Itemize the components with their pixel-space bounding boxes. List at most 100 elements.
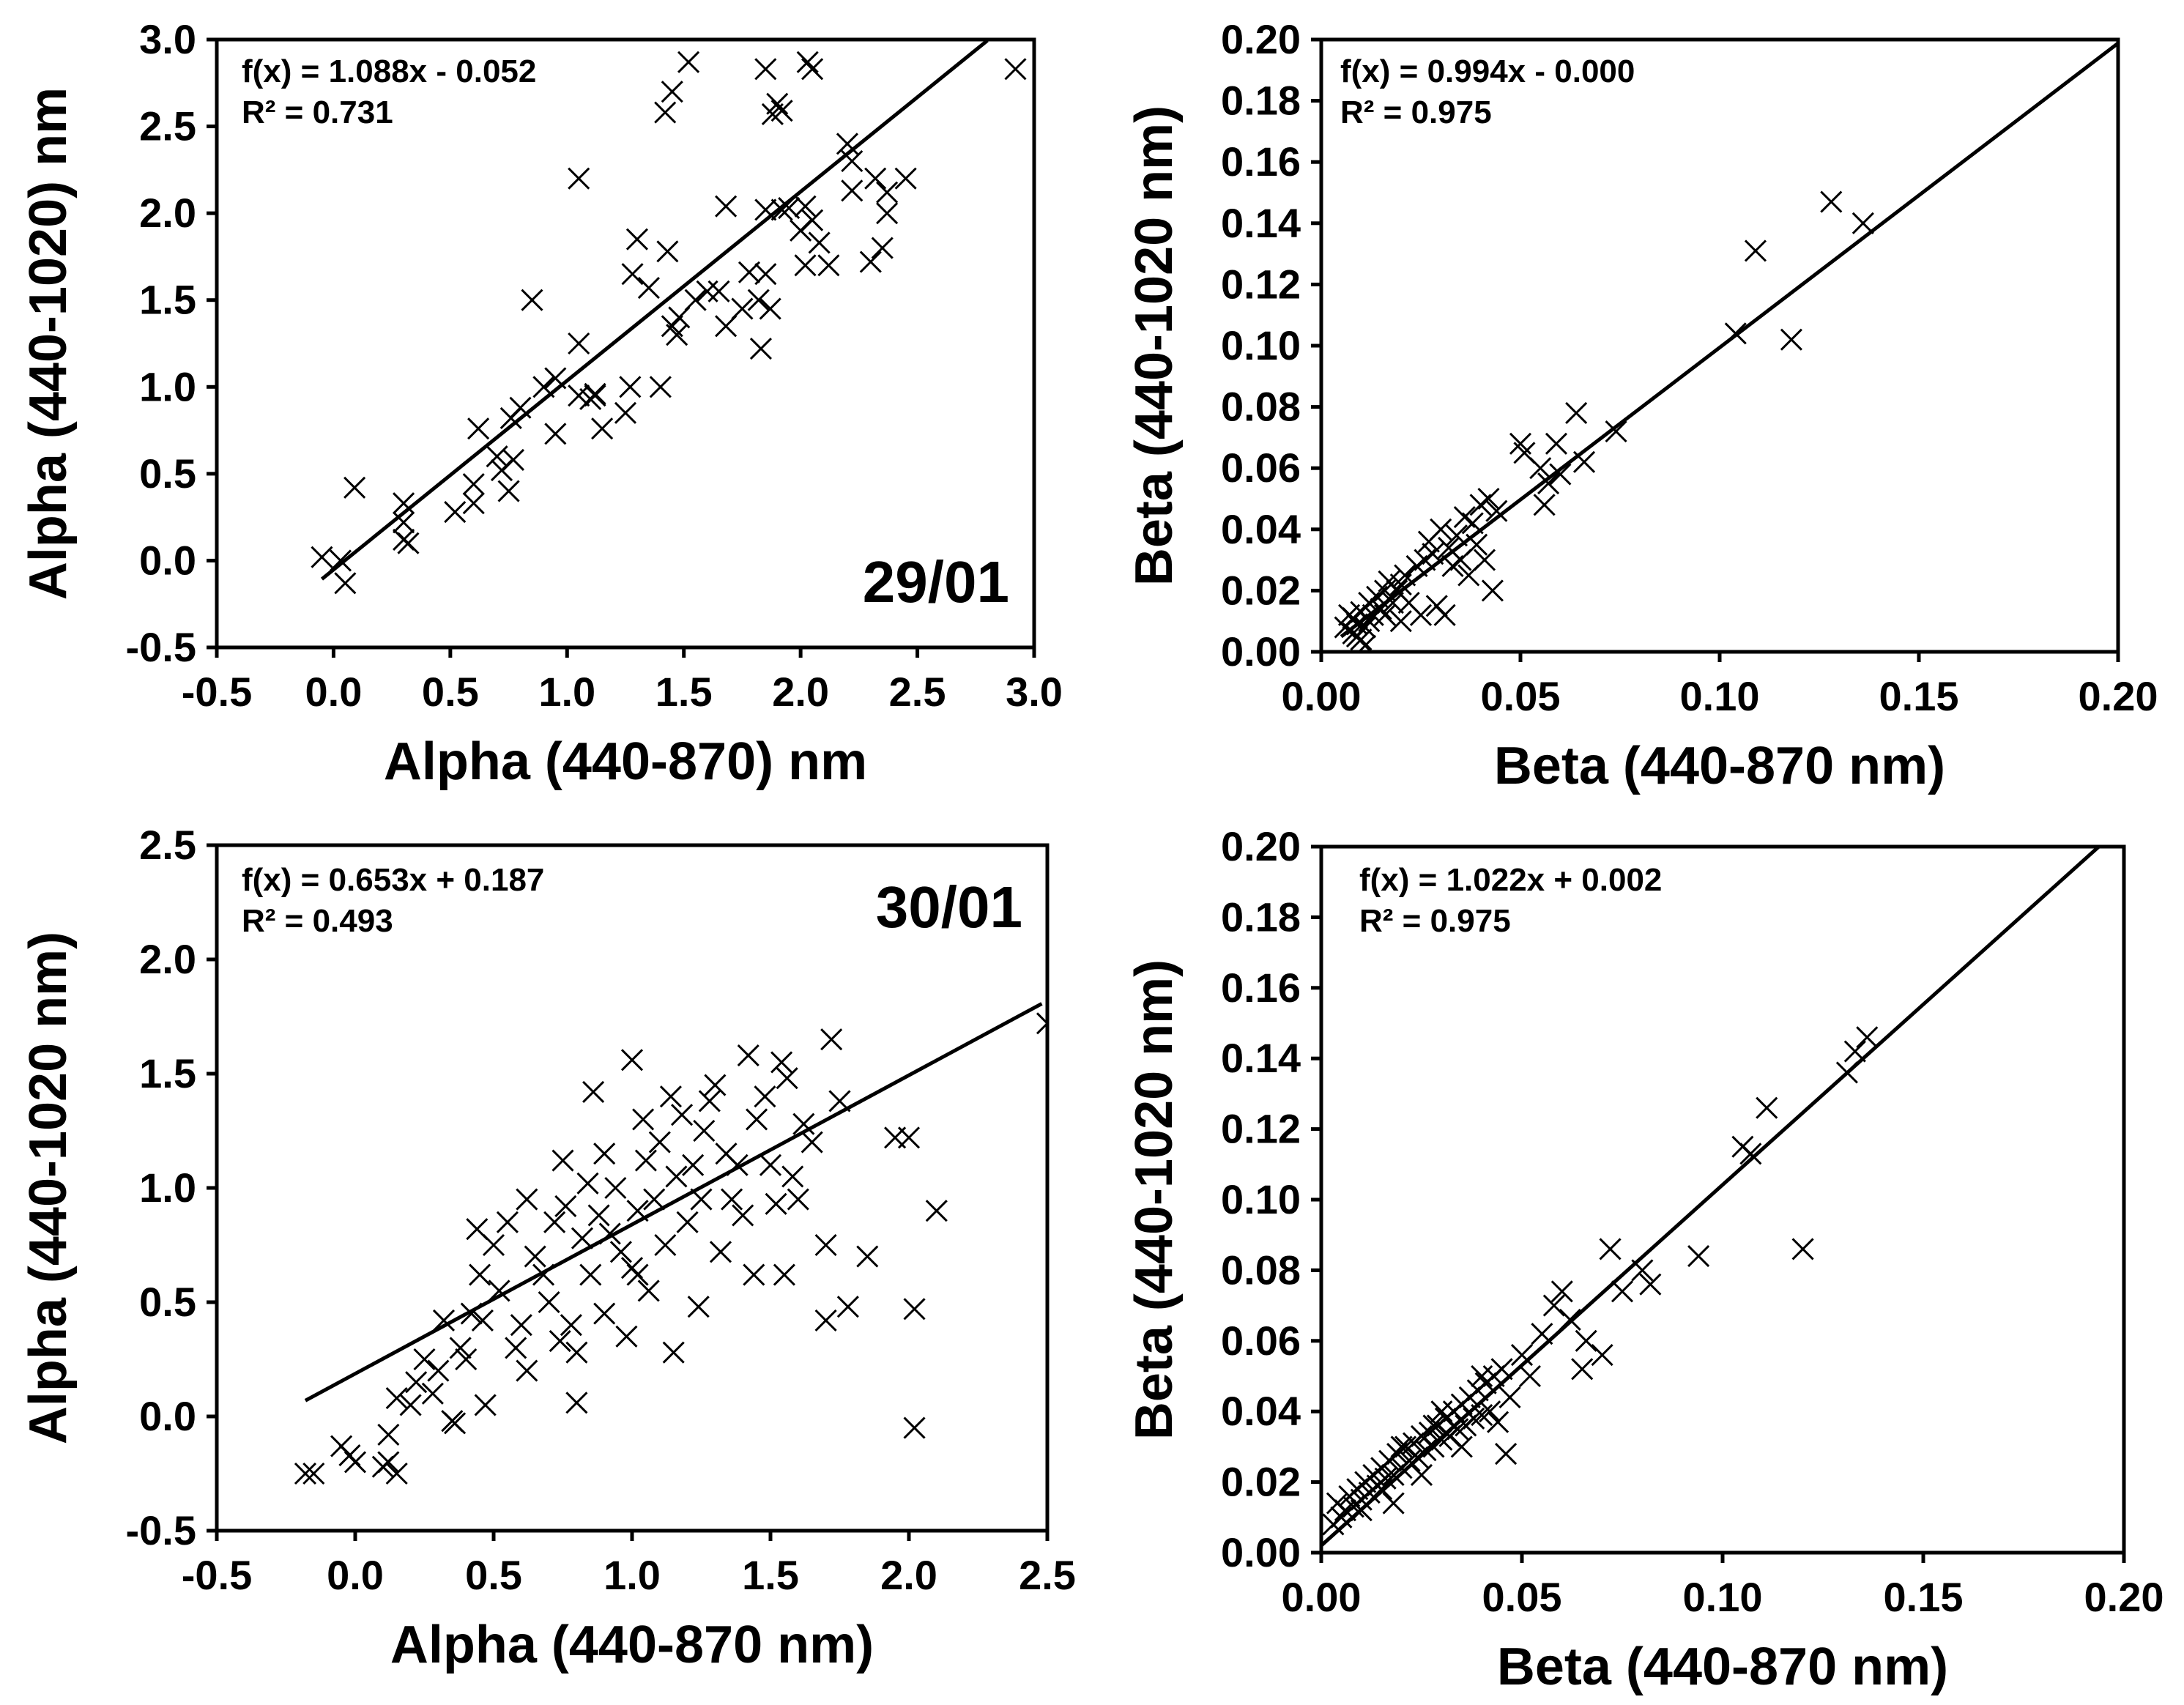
data-point: [856, 1245, 879, 1268]
data-point: [743, 1263, 765, 1286]
data-point: [455, 1348, 478, 1371]
regression-equation: f(x) = 1.088x - 0.052: [242, 53, 536, 89]
data-point: [1631, 1259, 1654, 1282]
data-point: [625, 228, 649, 250]
data-point: [1591, 1344, 1613, 1367]
data-point: [432, 1309, 456, 1332]
panel-a: -0.5 0.0 0.5 1.0 1.5 2.0 2.5 3.0 -0.5 0.0 0.5 1.0 1.…: [19, 16, 1063, 791]
data-point: [302, 1462, 325, 1485]
y-tick-label: 1.5: [139, 277, 196, 323]
data-point: [532, 376, 555, 398]
data-point: [579, 1263, 602, 1286]
data-point: [801, 209, 824, 231]
y-tick-label: 0.0: [139, 537, 196, 583]
regression-equation: f(x) = 0.994x - 0.000: [1340, 53, 1635, 89]
panel-c: -0.5 0.0 0.5 1.0 1.5 2.0 2.5 -0.5 0.0 0.5 1.0 1.5 2.…: [19, 822, 1076, 1674]
data-point: [654, 1233, 677, 1257]
regression-line: [304, 1002, 1043, 1403]
data-point: [1445, 524, 1468, 547]
data-point: [1466, 533, 1488, 556]
data-point: [385, 1386, 408, 1410]
data-point: [759, 1154, 782, 1176]
data-point: [1430, 1428, 1453, 1451]
data-point: [549, 1329, 571, 1353]
data-point: [859, 250, 882, 273]
data-point: [770, 100, 793, 122]
data-marks: [1334, 42, 2118, 652]
data-point: [836, 1296, 859, 1318]
data-point: [754, 198, 777, 221]
r-squared: R² = 0.975: [1340, 94, 1492, 130]
data-point: [1446, 1418, 1469, 1441]
data-point: [754, 263, 777, 286]
y-tick-label: 0.00: [1221, 628, 1301, 675]
data-point: [1851, 212, 1874, 234]
x-tick-label: 0.05: [1482, 1574, 1562, 1620]
data-point: [524, 1245, 546, 1268]
data-marks: [294, 1002, 1047, 1485]
data-point: [587, 1204, 610, 1227]
data-point: [841, 149, 863, 173]
data-point: [1463, 1407, 1485, 1430]
y-tick-label: 1.0: [139, 363, 196, 409]
data-point: [1565, 401, 1588, 425]
data-point: [1410, 1463, 1433, 1487]
x-tick-label: 1.5: [742, 1552, 799, 1598]
data-point: [377, 1451, 400, 1474]
data-point: [1529, 457, 1552, 480]
y-tick-label: 0.16: [1221, 138, 1301, 185]
x-axis-title: Beta (440-870 nm): [1494, 737, 1945, 795]
data-point: [1471, 1403, 1493, 1427]
y-tick-label: 0.00: [1221, 1529, 1301, 1575]
y-tick-label: 0.16: [1221, 965, 1301, 1011]
data-point: [871, 237, 894, 259]
data-point: [732, 1204, 754, 1227]
data-point: [467, 417, 490, 440]
data-point: [1473, 549, 1496, 571]
data-point: [1549, 463, 1572, 486]
plot-frame: [215, 37, 1036, 650]
data-point: [474, 1394, 497, 1416]
data-point: [427, 1359, 450, 1382]
data-point: [781, 1165, 804, 1188]
data-point: [509, 396, 532, 419]
data-point: [648, 1131, 671, 1154]
y-tick-label: 2.5: [139, 103, 196, 149]
data-point: [393, 511, 415, 534]
data-point: [794, 254, 817, 277]
data-point: [1498, 1386, 1521, 1408]
data-point: [1422, 1414, 1445, 1437]
data-point: [1487, 1411, 1509, 1433]
data-point: [1036, 1012, 1047, 1035]
data-point: [496, 1211, 519, 1233]
data-point: [1373, 603, 1397, 626]
data-point: [1744, 239, 1767, 262]
data-point: [568, 332, 590, 355]
data-point: [704, 1074, 727, 1096]
y-tick-label: 0.12: [1221, 1106, 1301, 1152]
data-point: [1430, 518, 1452, 541]
r-squared: R² = 0.975: [1359, 903, 1511, 939]
data-point: [510, 1314, 532, 1337]
panel-date-label: 29/01: [863, 549, 1009, 614]
data-point: [621, 263, 644, 286]
data-point: [393, 492, 415, 515]
regression-equation: f(x) = 1.022x + 0.002: [1359, 862, 1662, 898]
data-point: [754, 58, 777, 81]
y-tick-label: 0.04: [1221, 1388, 1301, 1434]
x-tick-label: 2.5: [1019, 1552, 1076, 1598]
data-point: [516, 1188, 538, 1211]
data-point: [1409, 603, 1433, 626]
data-point: [471, 1309, 494, 1332]
data-point: [1381, 592, 1404, 614]
y-tick-label: 0.08: [1221, 384, 1301, 430]
data-point: [690, 1188, 713, 1211]
data-point: [294, 1462, 317, 1485]
x-tick-label: 2.0: [880, 1552, 937, 1598]
data-point: [1572, 450, 1596, 473]
data-point: [876, 202, 899, 225]
y-axis-title: Alpha (440-1020) nm: [19, 87, 78, 600]
data-point: [1450, 1435, 1473, 1458]
y-tick-label: 0.5: [139, 450, 196, 497]
data-point: [696, 280, 718, 302]
